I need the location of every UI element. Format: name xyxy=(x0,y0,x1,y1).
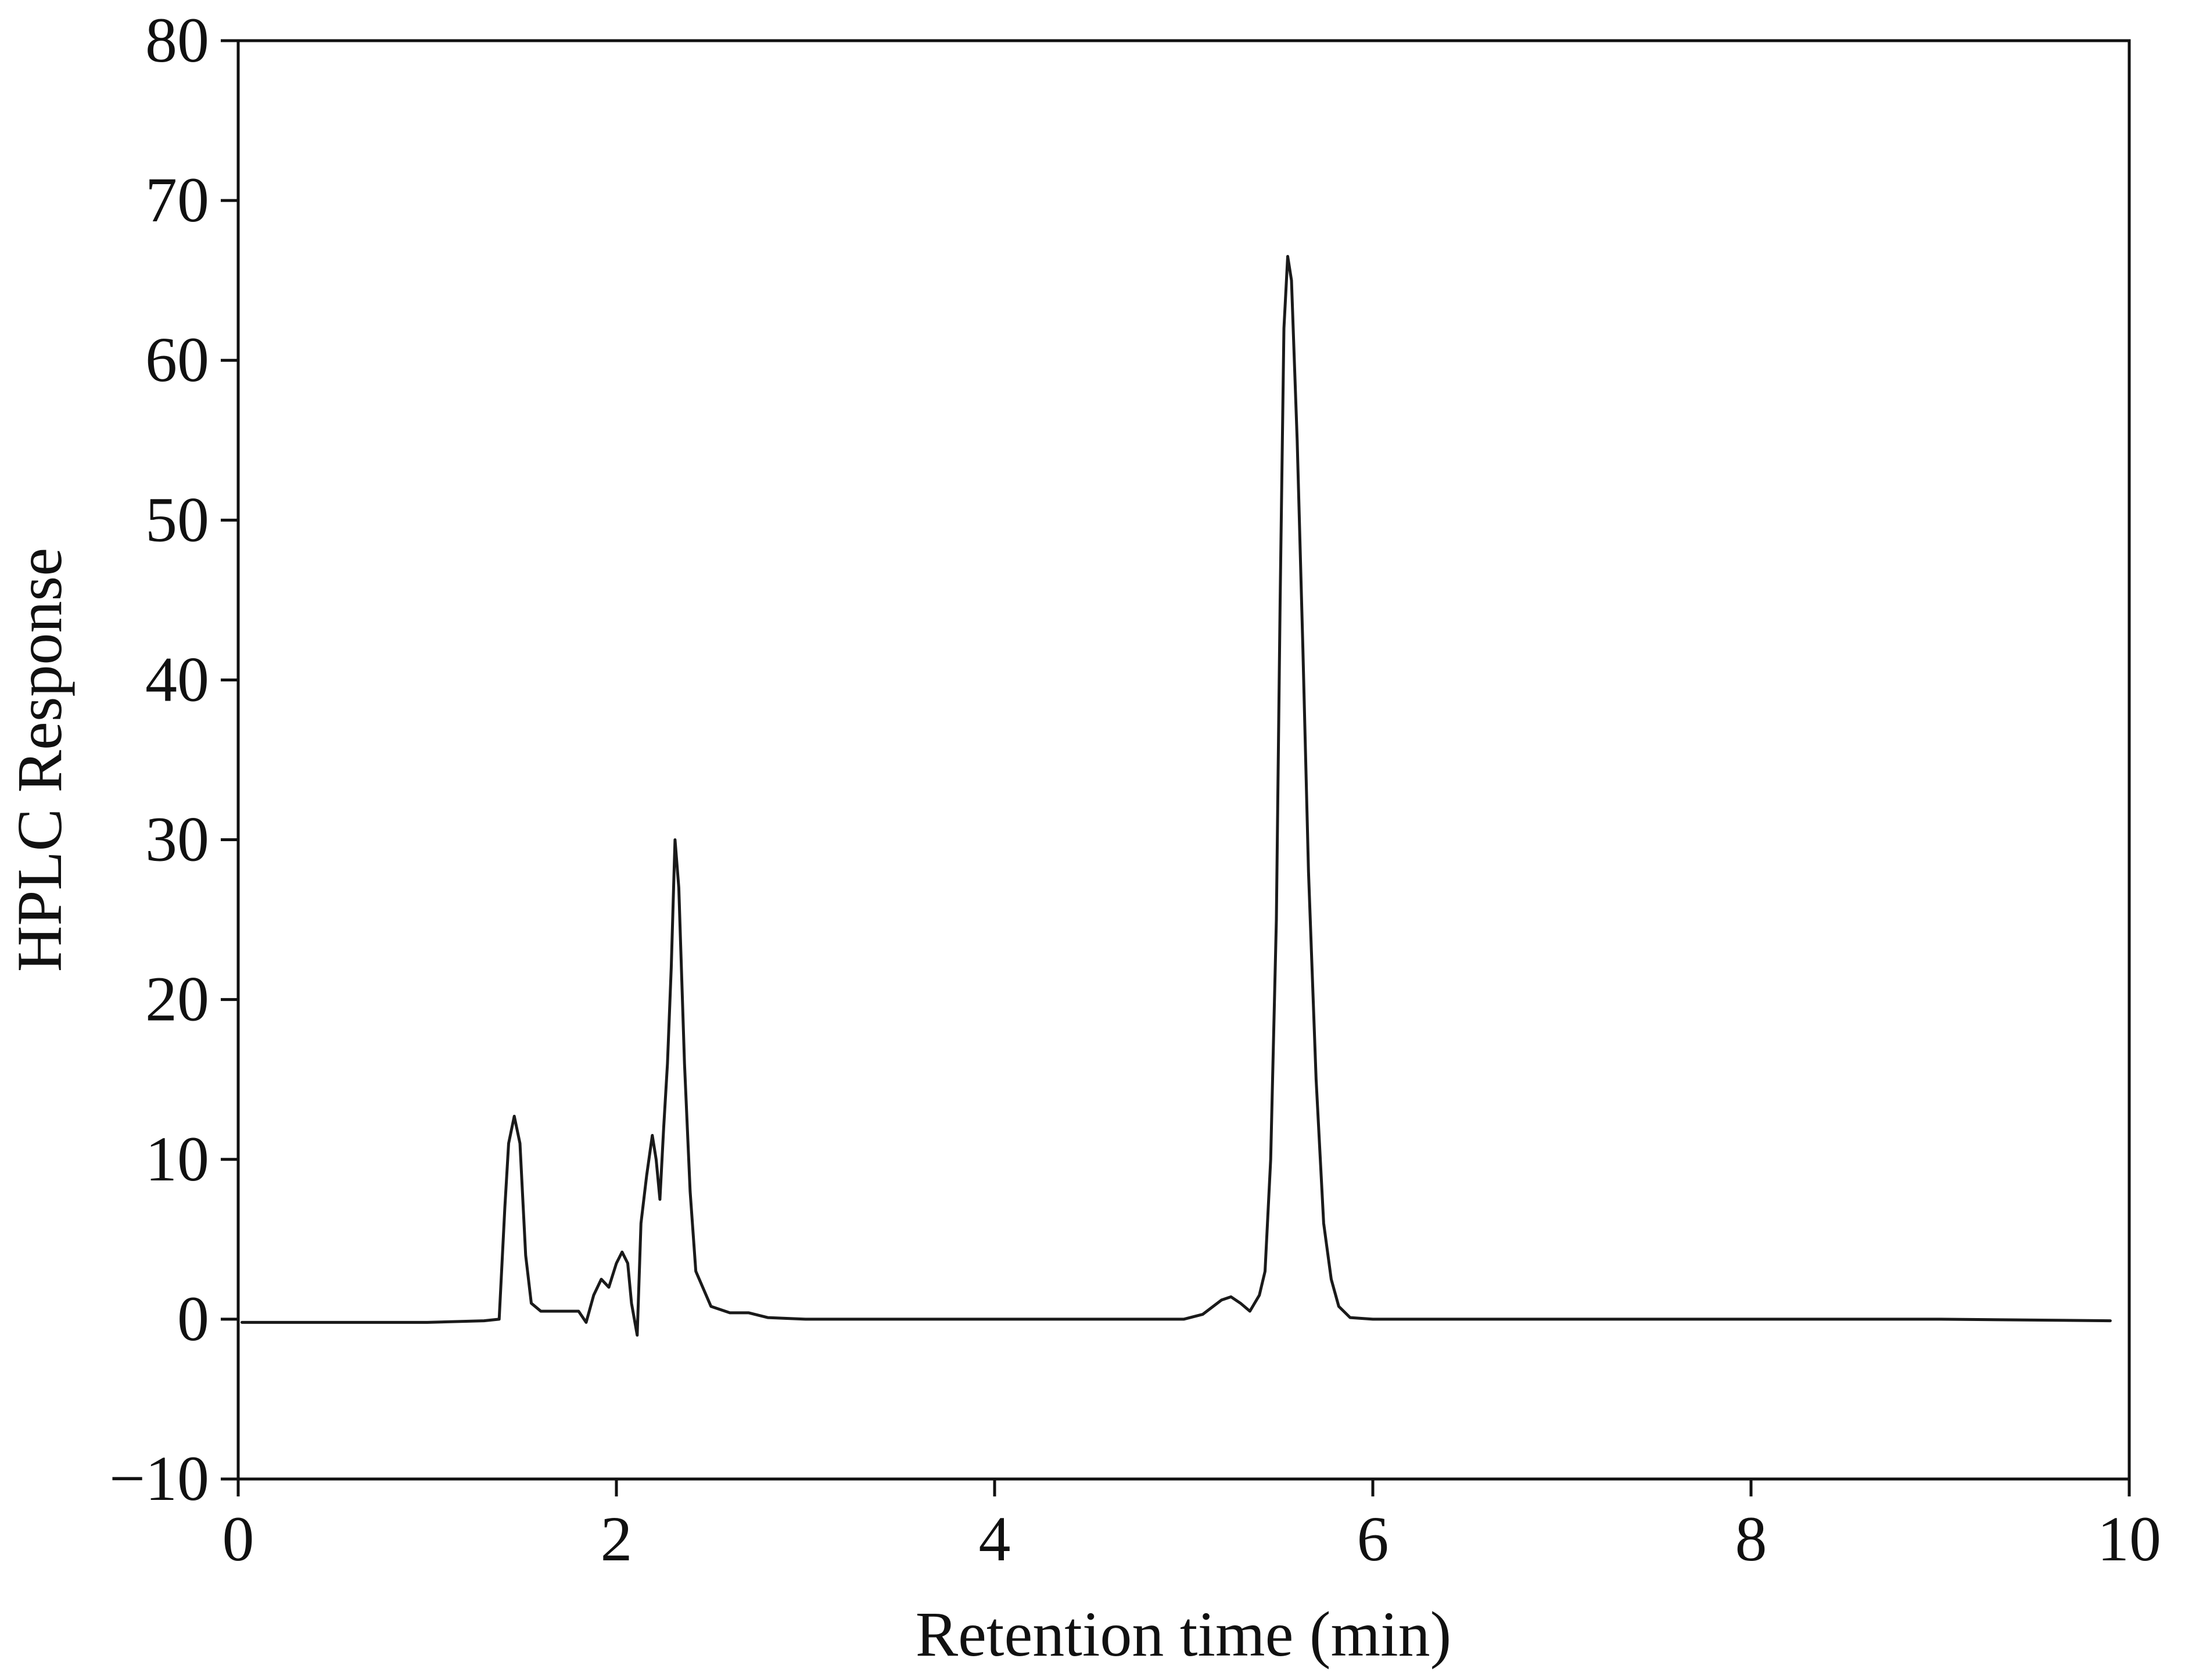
y-tick-label: 80 xyxy=(145,5,209,76)
x-tick-label: 10 xyxy=(2097,1503,2161,1574)
y-axis-ticks: −10 0 10 20 30 40 50 60 70 80 xyxy=(109,5,238,1514)
x-axis-ticks: 0 2 4 6 8 10 xyxy=(223,1479,2161,1574)
y-tick-label: 40 xyxy=(145,644,209,715)
y-tick-label: 0 xyxy=(177,1283,209,1354)
y-tick-label: 20 xyxy=(145,964,209,1035)
y-tick-label: 30 xyxy=(145,804,209,875)
x-tick-label: 0 xyxy=(223,1503,254,1574)
y-tick-label: 60 xyxy=(145,324,209,395)
y-axis-title: HPLC Response xyxy=(4,548,75,972)
x-tick-label: 6 xyxy=(1357,1503,1389,1574)
y-tick-label: −10 xyxy=(109,1443,209,1514)
x-tick-label: 8 xyxy=(1735,1503,1767,1574)
x-tick-label: 4 xyxy=(979,1503,1011,1574)
x-axis-title: Retention time (min) xyxy=(916,1599,1452,1670)
y-tick-label: 70 xyxy=(145,164,209,235)
x-tick-label: 2 xyxy=(601,1503,633,1574)
y-tick-label: 10 xyxy=(145,1123,209,1194)
plot-frame xyxy=(236,39,2131,1481)
y-tick-label: 50 xyxy=(145,484,209,555)
chromatogram-trace xyxy=(241,254,2112,1337)
